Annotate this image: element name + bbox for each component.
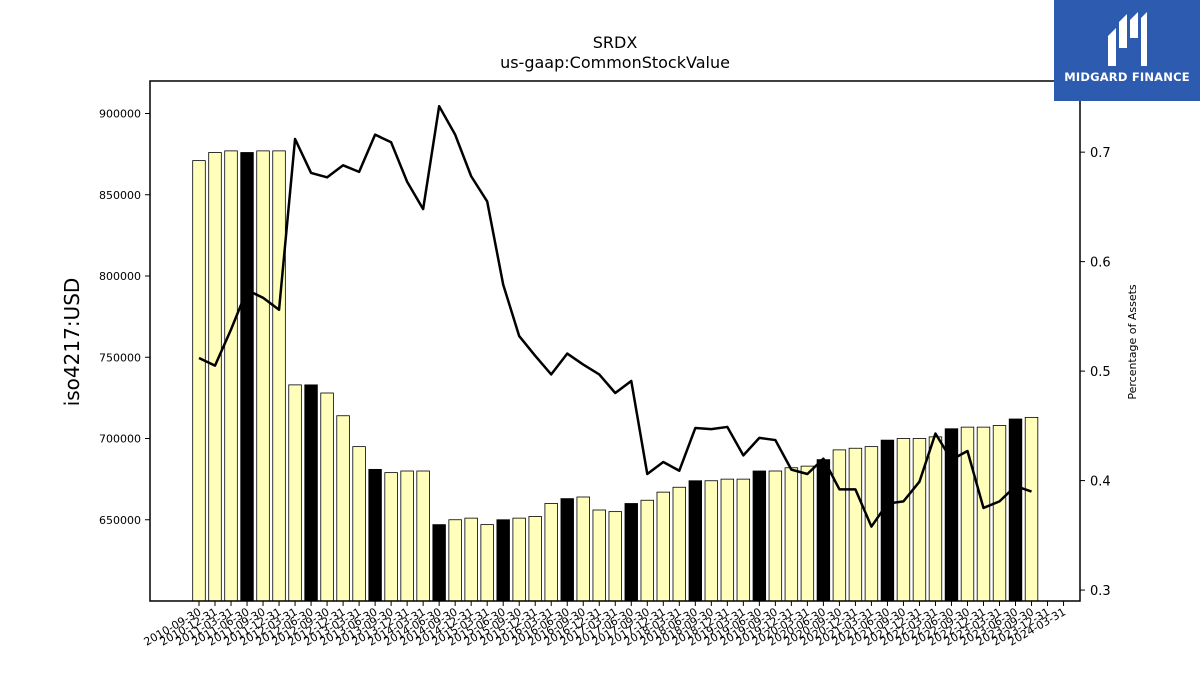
bar-series bbox=[192, 150, 1039, 602]
bar bbox=[576, 496, 590, 602]
bar bbox=[512, 517, 526, 602]
bar bbox=[544, 503, 558, 602]
bar bbox=[976, 426, 991, 602]
chart-title: SRDX bbox=[593, 33, 638, 52]
y-tick-label: 850000 bbox=[99, 189, 141, 202]
bar bbox=[448, 519, 462, 602]
bar bbox=[400, 470, 414, 602]
bar bbox=[208, 152, 222, 602]
bar bbox=[800, 465, 815, 602]
bar bbox=[832, 449, 847, 602]
bar bbox=[560, 498, 574, 602]
y-tick-label: 700000 bbox=[99, 433, 141, 446]
y2-tick-label: 0.4 bbox=[1090, 475, 1111, 490]
y-axis-label: iso4217:USD bbox=[60, 278, 84, 407]
bar bbox=[752, 470, 767, 602]
chart-subtitle: us-gaap:CommonStockValue bbox=[500, 53, 730, 72]
percentage-line bbox=[198, 104, 1032, 528]
bar bbox=[1008, 418, 1023, 602]
bar bbox=[928, 436, 943, 602]
bar bbox=[416, 470, 430, 602]
line-series bbox=[198, 104, 1032, 528]
y2-tick-label: 0.3 bbox=[1090, 584, 1111, 599]
bar bbox=[880, 439, 895, 602]
bar bbox=[528, 516, 542, 602]
brand-logo: MIDGARD FINANCE bbox=[1054, 0, 1200, 101]
bar bbox=[496, 519, 510, 602]
bar bbox=[288, 384, 302, 602]
y2-axis-ticks: 0.3 0.4 0.5 0.6 0.7 bbox=[1080, 146, 1111, 599]
y-axis-ticks: 650000 700000 750000 800000 850000 900000 bbox=[99, 108, 150, 527]
bar bbox=[592, 509, 606, 602]
plot-frame bbox=[149, 80, 1081, 602]
bar bbox=[768, 470, 783, 602]
bar bbox=[272, 150, 286, 602]
bar bbox=[432, 524, 446, 602]
x-axis-ticks: 2010-09-302010-12-312011-03-312011-06-30… bbox=[142, 601, 1068, 649]
y-tick-label: 800000 bbox=[99, 270, 141, 283]
y-tick-label: 900000 bbox=[99, 108, 141, 121]
bar bbox=[640, 499, 654, 602]
bar bbox=[704, 480, 719, 602]
midgard-logo-icon bbox=[1108, 12, 1147, 66]
bar bbox=[656, 491, 670, 602]
bar bbox=[736, 478, 751, 602]
bar bbox=[320, 392, 334, 602]
bar bbox=[352, 446, 366, 602]
bar bbox=[304, 384, 318, 602]
bar bbox=[688, 480, 703, 602]
bar bbox=[224, 150, 238, 602]
bar bbox=[192, 160, 206, 602]
bar bbox=[992, 425, 1007, 602]
bar bbox=[672, 486, 687, 602]
bar bbox=[816, 459, 831, 602]
y2-tick-label: 0.5 bbox=[1090, 365, 1111, 380]
logo-text: MIDGARD FINANCE bbox=[1064, 70, 1190, 84]
bar bbox=[624, 503, 638, 602]
y2-tick-label: 0.7 bbox=[1090, 146, 1111, 161]
y-tick-label: 750000 bbox=[99, 351, 141, 364]
bar bbox=[464, 517, 478, 602]
bar bbox=[368, 468, 382, 602]
bar bbox=[336, 415, 350, 602]
bar bbox=[384, 472, 398, 602]
bar bbox=[912, 438, 927, 602]
y2-tick-label: 0.6 bbox=[1090, 256, 1111, 271]
bar bbox=[1024, 416, 1039, 602]
bar bbox=[784, 467, 799, 602]
bar bbox=[240, 152, 254, 602]
bar bbox=[480, 524, 494, 602]
bar bbox=[720, 478, 735, 602]
y2-axis-label: Percentage of Assets bbox=[1126, 284, 1139, 400]
bar bbox=[896, 438, 911, 602]
bar bbox=[608, 511, 622, 602]
bar bbox=[848, 447, 863, 602]
bar bbox=[256, 150, 270, 602]
y-tick-label: 650000 bbox=[99, 514, 141, 527]
